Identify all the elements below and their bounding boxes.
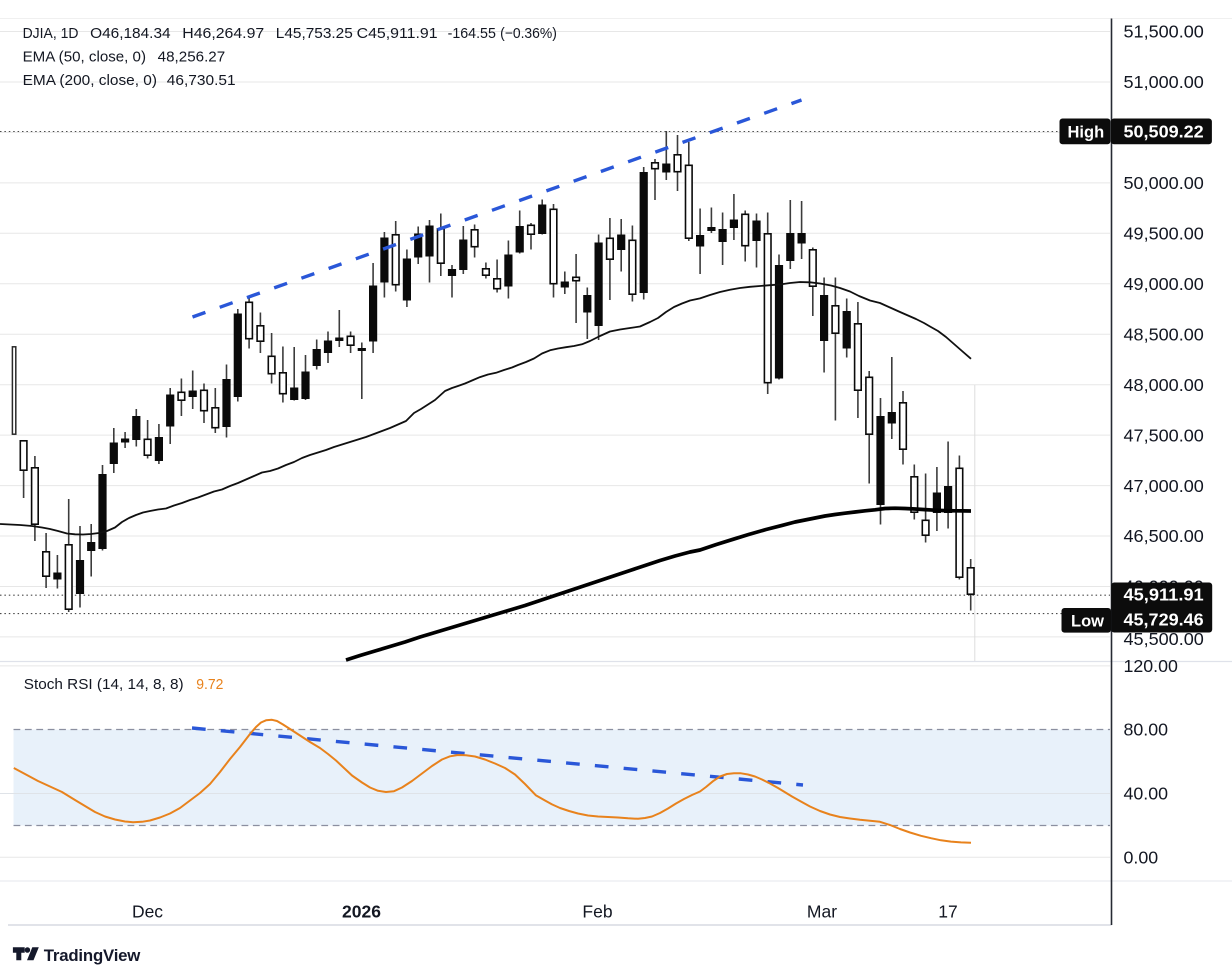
svg-text:49,000.00: 49,000.00 (1124, 274, 1204, 294)
svg-text:2026: 2026 (342, 902, 381, 922)
svg-text:46,730.51: 46,730.51 (167, 73, 236, 89)
svg-text:Mar: Mar (807, 902, 837, 922)
svg-text:51,000.00: 51,000.00 (1124, 72, 1204, 92)
svg-text:48,256.27: 48,256.27 (158, 50, 226, 66)
svg-text:(−0.36%): (−0.36%) (500, 26, 557, 42)
svg-text:EMA (50, close, 0): EMA (50, close, 0) (23, 50, 146, 66)
svg-text:45,729.46: 45,729.46 (1124, 609, 1204, 629)
svg-text:46,500.00: 46,500.00 (1124, 526, 1204, 546)
svg-text:40.00: 40.00 (1124, 784, 1169, 804)
svg-text:9.72: 9.72 (196, 677, 223, 693)
svg-text:80.00: 80.00 (1124, 720, 1169, 740)
svg-text:50,000.00: 50,000.00 (1124, 173, 1204, 193)
svg-text:17: 17 (938, 902, 957, 922)
svg-text:Stoch RSI (14, 14, 8, 8): Stoch RSI (14, 14, 8, 8) (24, 677, 184, 693)
svg-text:Dec: Dec (132, 902, 163, 922)
svg-text:TradingView: TradingView (44, 946, 141, 965)
svg-text:45,500.00: 45,500.00 (1124, 629, 1204, 649)
svg-text:Low: Low (1071, 612, 1104, 630)
svg-text:EMA (200, close, 0): EMA (200, close, 0) (23, 73, 157, 89)
svg-text:L45,753.25: L45,753.25 (276, 26, 353, 42)
svg-text:H46,264.97: H46,264.97 (182, 26, 264, 42)
svg-text:0.00: 0.00 (1124, 847, 1159, 867)
svg-text:49,500.00: 49,500.00 (1124, 224, 1204, 244)
svg-text:-164.55: -164.55 (448, 26, 496, 42)
svg-text:DJIA, 1D: DJIA, 1D (23, 26, 79, 42)
svg-text:O46,184.34: O46,184.34 (90, 26, 171, 42)
svg-text:51,500.00: 51,500.00 (1124, 22, 1204, 42)
svg-text:C45,911.91: C45,911.91 (357, 26, 438, 42)
svg-text:120.00: 120.00 (1124, 656, 1178, 676)
svg-text:45,911.91: 45,911.91 (1124, 584, 1204, 604)
svg-text:50,509.22: 50,509.22 (1124, 122, 1204, 142)
svg-text:Feb: Feb (582, 902, 612, 922)
svg-text:48,000.00: 48,000.00 (1124, 375, 1204, 395)
svg-text:High: High (1068, 124, 1105, 142)
svg-text:47,000.00: 47,000.00 (1124, 476, 1204, 496)
svg-text:48,500.00: 48,500.00 (1124, 324, 1204, 344)
svg-text:47,500.00: 47,500.00 (1124, 425, 1204, 445)
